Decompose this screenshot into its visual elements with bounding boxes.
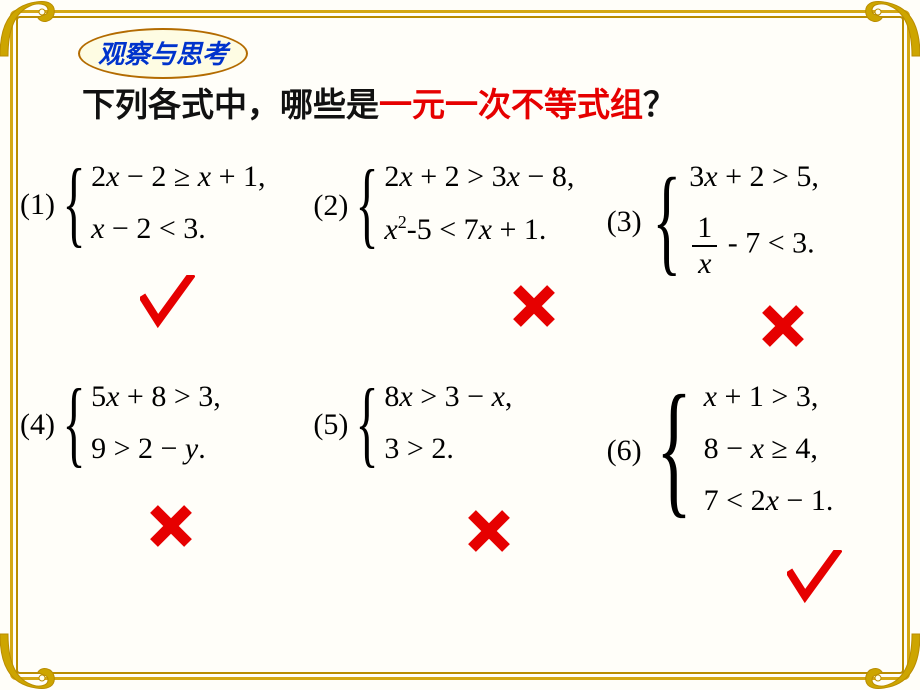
equation-lines: 5x + 8 > 3, 9 > 2 − y. — [91, 380, 221, 466]
equation-item-4: (4){5x + 8 > 3, 9 > 2 − y. — [20, 380, 313, 620]
equation-system: (4){5x + 8 > 3, 9 > 2 − y. — [20, 380, 313, 466]
left-brace-icon: { — [656, 385, 692, 513]
left-brace-icon: { — [63, 382, 86, 464]
equation-line: 5x + 8 > 3, — [91, 380, 221, 414]
equation-system: (2){2x + 2 > 3x − 8, x2-5 < 7x + 1. — [313, 160, 606, 247]
badge-text: 观察与思考 — [98, 40, 228, 69]
equation-item-1: (1){2x − 2 ≥ x + 1, x − 2 < 3. — [20, 160, 313, 360]
check-icon — [140, 275, 195, 335]
question-highlight: 一元一次不等式组 — [379, 86, 643, 123]
equation-line: 3x + 2 > 5, — [689, 160, 819, 194]
equation-line: 2x − 2 ≥ x + 1, — [91, 160, 265, 194]
left-brace-icon: { — [63, 162, 86, 244]
equation-row-1: (1){2x − 2 ≥ x + 1,x − 2 < 3. (2){2x + 2… — [20, 160, 900, 360]
equation-system: (3) {3x + 2 > 5, 1x - 7 < 3. — [607, 160, 900, 279]
item-number: (2) — [313, 185, 348, 223]
equation-line: 2x + 2 > 3x − 8, — [384, 160, 574, 194]
equation-lines: x + 1 > 3, 8 − x ≥ 4, 7 < 2x − 1. — [704, 380, 834, 518]
left-brace-icon: { — [356, 163, 379, 245]
equation-lines: 3x + 2 > 5, 1x - 7 < 3. — [689, 160, 819, 279]
equation-system: (6) { x + 1 > 3, 8 − x ≥ 4, 7 < 2x − 1. — [607, 380, 900, 518]
equation-line: 7 < 2x − 1. — [704, 484, 834, 518]
question-suffix: ？ — [643, 86, 676, 123]
equation-line: 8x > 3 − x, — [384, 380, 512, 414]
equation-item-6: (6) { x + 1 > 3, 8 − x ≥ 4, 7 < 2x − 1. — [607, 380, 900, 620]
equation-lines: 8x > 3 − x, 3 > 2. — [384, 380, 512, 466]
equation-line: 8 − x ≥ 4, — [704, 432, 834, 466]
check-icon — [787, 550, 842, 610]
equation-line: 1x - 7 < 3. — [689, 212, 819, 279]
equation-line: x − 2 < 3. — [91, 212, 265, 246]
item-number: (6) — [607, 430, 642, 468]
x-icon — [513, 285, 555, 327]
equation-system: (1){2x − 2 ≥ x + 1, x − 2 < 3. — [20, 160, 313, 246]
equation-lines: 2x − 2 ≥ x + 1, x − 2 < 3. — [91, 160, 265, 246]
equation-item-3: (3) {3x + 2 > 5, 1x - 7 < 3. — [607, 160, 900, 360]
question-text: 下列各式中，哪些是一元一次不等式组？ — [82, 78, 676, 126]
x-icon — [150, 505, 192, 547]
question-prefix: 下列各式中，哪些是 — [82, 86, 379, 123]
equation-line: 9 > 2 − y. — [91, 432, 221, 466]
left-brace-icon: { — [356, 382, 379, 464]
item-number: (1) — [20, 184, 55, 222]
slide: 观察与思考 下列各式中，哪些是一元一次不等式组？ (1){2x − 2 ≥ x … — [0, 0, 920, 690]
equation-line: x + 1 > 3, — [704, 380, 834, 414]
item-number: (3) — [607, 201, 642, 239]
item-number: (5) — [313, 404, 348, 442]
item-number: (4) — [20, 404, 55, 442]
x-icon — [762, 305, 804, 347]
equation-line: x2-5 < 7x + 1. — [384, 212, 574, 247]
x-icon — [468, 510, 510, 552]
equation-item-5: (5){8x > 3 − x, 3 > 2. — [313, 380, 606, 620]
equation-line: 3 > 2. — [384, 432, 512, 466]
left-brace-icon: { — [652, 169, 681, 271]
content-area: (1){2x − 2 ≥ x + 1,x − 2 < 3. (2){2x + 2… — [20, 160, 900, 660]
equation-system: (5){8x > 3 − x, 3 > 2. — [313, 380, 606, 466]
equation-row-2: (4){5x + 8 > 3,9 > 2 − y. (5){8x > 3 − x… — [20, 380, 900, 620]
section-badge: 观察与思考 — [78, 28, 248, 79]
equation-item-2: (2){2x + 2 > 3x − 8, x2-5 < 7x + 1. — [313, 160, 606, 360]
equation-lines: 2x + 2 > 3x − 8, x2-5 < 7x + 1. — [384, 160, 574, 247]
